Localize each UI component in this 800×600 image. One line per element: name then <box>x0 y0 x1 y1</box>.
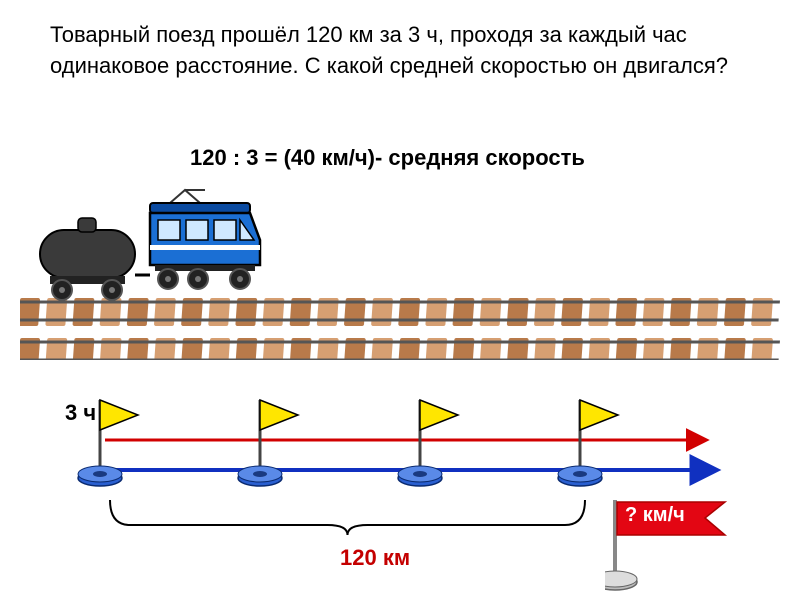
flag-marker <box>398 400 458 486</box>
problem-text: Товарный поезд прошёл 120 км за 3 ч, про… <box>50 20 750 82</box>
tank-car <box>40 218 150 300</box>
locomotive <box>150 190 260 289</box>
distance-value: 120 км <box>340 545 410 570</box>
train-svg <box>20 180 780 360</box>
speed-flag-text: ? км/ч <box>625 504 685 527</box>
flag-marker <box>78 400 138 486</box>
flag-marker <box>558 400 618 486</box>
flag-marker <box>238 400 298 486</box>
train-scene <box>20 180 780 360</box>
distance-label: 120 км <box>340 545 410 571</box>
speed-flag: ? км/ч <box>605 500 755 600</box>
solution-text: 120 : 3 = (40 км/ч)- средняя скорость <box>190 145 585 171</box>
